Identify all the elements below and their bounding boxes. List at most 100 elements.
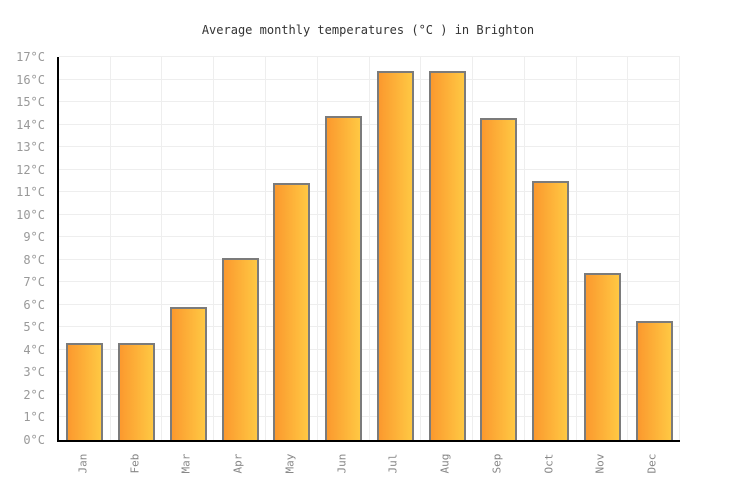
gridline-horizontal: [59, 146, 680, 148]
x-axis-label-aug: Aug: [419, 442, 471, 484]
y-axis-tick-label: 1°C: [23, 410, 45, 425]
bar-apr: [221, 257, 259, 440]
bar-slot-mar: [163, 57, 215, 440]
bar-slot-feb: [111, 57, 163, 440]
gridline-vertical: [109, 57, 111, 440]
y-axis-tick-label: 7°C: [23, 275, 45, 290]
x-axis-label-text: Jul: [386, 453, 400, 473]
x-axis-label-text: Mar: [179, 453, 193, 473]
x-axis-label-text: Nov: [593, 453, 607, 473]
y-axis-tick-label: 5°C: [23, 320, 45, 335]
gridline-vertical: [471, 57, 473, 440]
bar-slot-aug: [421, 57, 473, 440]
gridline-horizontal: [59, 326, 680, 328]
x-axis-label-text: Jun: [335, 453, 349, 473]
gridline-vertical: [368, 57, 370, 440]
gridline-horizontal: [59, 371, 680, 373]
y-axis-tick-label: 3°C: [23, 365, 45, 380]
bar-oct: [532, 180, 570, 440]
gridline-horizontal: [59, 191, 680, 193]
y-axis-tick-label: 0°C: [23, 433, 45, 447]
x-axis-label-text: Oct: [542, 453, 556, 473]
y-axis: 0°C 1°C 2°C 3°C 4°C 5°C 6°C 7°C 8°C 9°C 10°C 11°C 12…: [0, 50, 51, 447]
gridline-vertical: [264, 57, 266, 440]
gridline-horizontal: [59, 416, 680, 418]
x-axis-label-jun: Jun: [316, 442, 368, 484]
x-axis: Jan Feb Mar Apr May Jun Jul Aug Sep Oct Nov Dec: [57, 442, 678, 484]
bar-slot-jan: [59, 57, 111, 440]
y-axis-tick-label: 16°C: [16, 72, 45, 87]
y-axis-tick-label: 13°C: [16, 140, 45, 155]
gridline-horizontal: [59, 101, 680, 103]
gridline-horizontal: [59, 303, 680, 305]
y-axis-tick-label: 14°C: [16, 117, 45, 132]
bar-dec: [635, 320, 673, 440]
bar-series: [59, 57, 680, 440]
x-axis-label-feb: Feb: [109, 442, 161, 484]
gridline-horizontal: [59, 213, 680, 215]
gridline-horizontal: [59, 123, 680, 125]
x-axis-label-sep: Sep: [471, 442, 523, 484]
x-axis-label-text: Apr: [231, 453, 245, 473]
y-axis-tick-label: 12°C: [16, 162, 45, 177]
gridline-vertical: [213, 57, 215, 440]
y-axis-tick-label: 6°C: [23, 297, 45, 312]
bar-slot-oct: [525, 57, 577, 440]
y-axis-tick-label: 9°C: [23, 230, 45, 245]
x-axis-label-apr: Apr: [212, 442, 264, 484]
bar-jun: [325, 115, 363, 440]
gridline-vertical: [523, 57, 525, 440]
chart-title: Average monthly temperatures (°C ) in Br…: [201, 23, 535, 37]
gridline-horizontal: [59, 78, 680, 80]
y-axis-tick-label: 11°C: [16, 185, 45, 200]
gridline-vertical: [161, 57, 163, 440]
x-axis-label-oct: Oct: [523, 442, 575, 484]
gridline-vertical: [575, 57, 577, 440]
gridline-vertical: [316, 57, 318, 440]
bar-aug: [428, 70, 466, 440]
x-axis-label-may: May: [264, 442, 316, 484]
gridline-horizontal: [59, 348, 680, 350]
x-axis-label-jul: Jul: [368, 442, 420, 484]
x-axis-label-text: Dec: [645, 453, 659, 473]
y-axis-tick-label: 17°C: [16, 50, 45, 64]
x-axis-label-jan: Jan: [57, 442, 109, 484]
gridline-horizontal: [59, 56, 680, 57]
x-axis-label-text: Feb: [128, 453, 142, 473]
bar-slot-nov: [577, 57, 629, 440]
bar-slot-jul: [370, 57, 422, 440]
y-axis-tick-label: 15°C: [16, 95, 45, 110]
bar-may: [273, 183, 311, 440]
x-axis-label-nov: Nov: [575, 442, 627, 484]
gridline-horizontal: [59, 168, 680, 170]
bar-nov: [583, 273, 621, 440]
x-axis-label-text: Sep: [490, 453, 504, 473]
bar-slot-sep: [473, 57, 525, 440]
y-axis-tick-label: 2°C: [23, 387, 45, 402]
bar-slot-apr: [214, 57, 266, 440]
bar-mar: [169, 307, 207, 440]
gridline-horizontal: [59, 281, 680, 283]
gridline-vertical: [679, 57, 680, 440]
bar-jul: [376, 70, 414, 440]
x-axis-label-text: May: [283, 453, 297, 473]
bar-feb: [118, 343, 156, 440]
y-axis-tick-label: 4°C: [23, 342, 45, 357]
x-axis-label-text: Jan: [76, 453, 90, 473]
plot-area: [57, 56, 680, 442]
x-axis-label-dec: Dec: [626, 442, 678, 484]
gridline-horizontal: [59, 258, 680, 260]
y-axis-tick-label: 10°C: [16, 207, 45, 222]
bar-slot-jun: [318, 57, 370, 440]
y-axis-tick-label: 8°C: [23, 252, 45, 267]
bar-slot-may: [266, 57, 318, 440]
bar-jan: [66, 343, 104, 440]
bar-slot-dec: [628, 57, 680, 440]
gridline-horizontal: [59, 236, 680, 238]
gridline-vertical: [420, 57, 422, 440]
gridline-vertical: [627, 57, 629, 440]
x-axis-label-text: Aug: [438, 453, 452, 473]
gridline-horizontal: [59, 393, 680, 395]
x-axis-label-mar: Mar: [161, 442, 213, 484]
bar-sep: [480, 117, 518, 440]
